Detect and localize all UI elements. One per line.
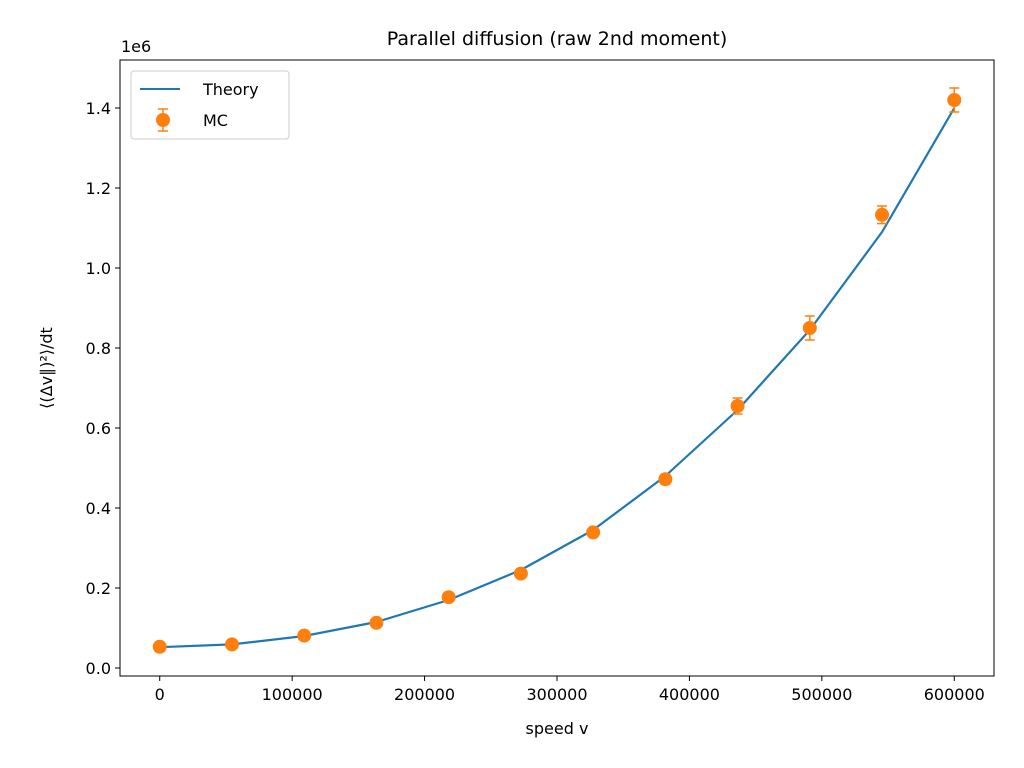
mc-point [802,321,817,335]
mc-point [441,590,456,605]
legend-mc-label: MC [203,111,228,130]
theory-line [159,107,956,649]
y-tick-label: 1.2 [86,179,111,198]
x-tick-label: 600000 [924,685,985,704]
y-axis: 0.0 0.2 0.4 0.6 0.8 1.0 1.2 1.4 [86,99,120,678]
y-tick-label: 1.0 [86,259,111,278]
y-offset-text: 1e6 [121,37,151,56]
y-tick-label: 0.0 [86,659,111,678]
x-tick-label: 100000 [262,685,323,704]
y-tick-label: 1.4 [86,99,111,118]
mc-point [875,207,890,222]
mc-point [586,525,601,540]
mc-point [369,615,384,630]
mc-point [947,93,962,107]
mc-point [730,399,745,413]
x-tick-label: 500000 [791,685,852,704]
legend-mc-swatch [156,108,170,132]
mc-point [152,639,167,654]
x-axis: 0 100000 200000 300000 400000 500000 600000 [155,676,985,704]
mc-point [297,628,312,643]
mc-point [513,566,528,581]
mc-point [658,472,673,487]
legend: Theory MC [130,70,290,140]
mc-point [224,637,239,652]
y-axis-label: ⟨(Δv∥)²⟩/dt [37,327,56,409]
y-tick-label: 0.2 [86,579,111,598]
legend-mc-marker [156,113,170,127]
chart-title: Parallel diffusion (raw 2nd moment) [387,28,728,50]
x-tick-label: 200000 [394,685,455,704]
x-axis-label: speed v [526,719,589,738]
legend-theory-label: Theory [202,80,259,99]
y-tick-label: 0.6 [86,419,111,438]
y-tick-label: 0.4 [86,499,111,518]
x-tick-label: 0 [155,685,165,704]
x-tick-label: 300000 [526,685,587,704]
y-tick-label: 0.8 [86,339,111,358]
x-tick-label: 400000 [659,685,720,704]
plot-area [119,59,995,677]
